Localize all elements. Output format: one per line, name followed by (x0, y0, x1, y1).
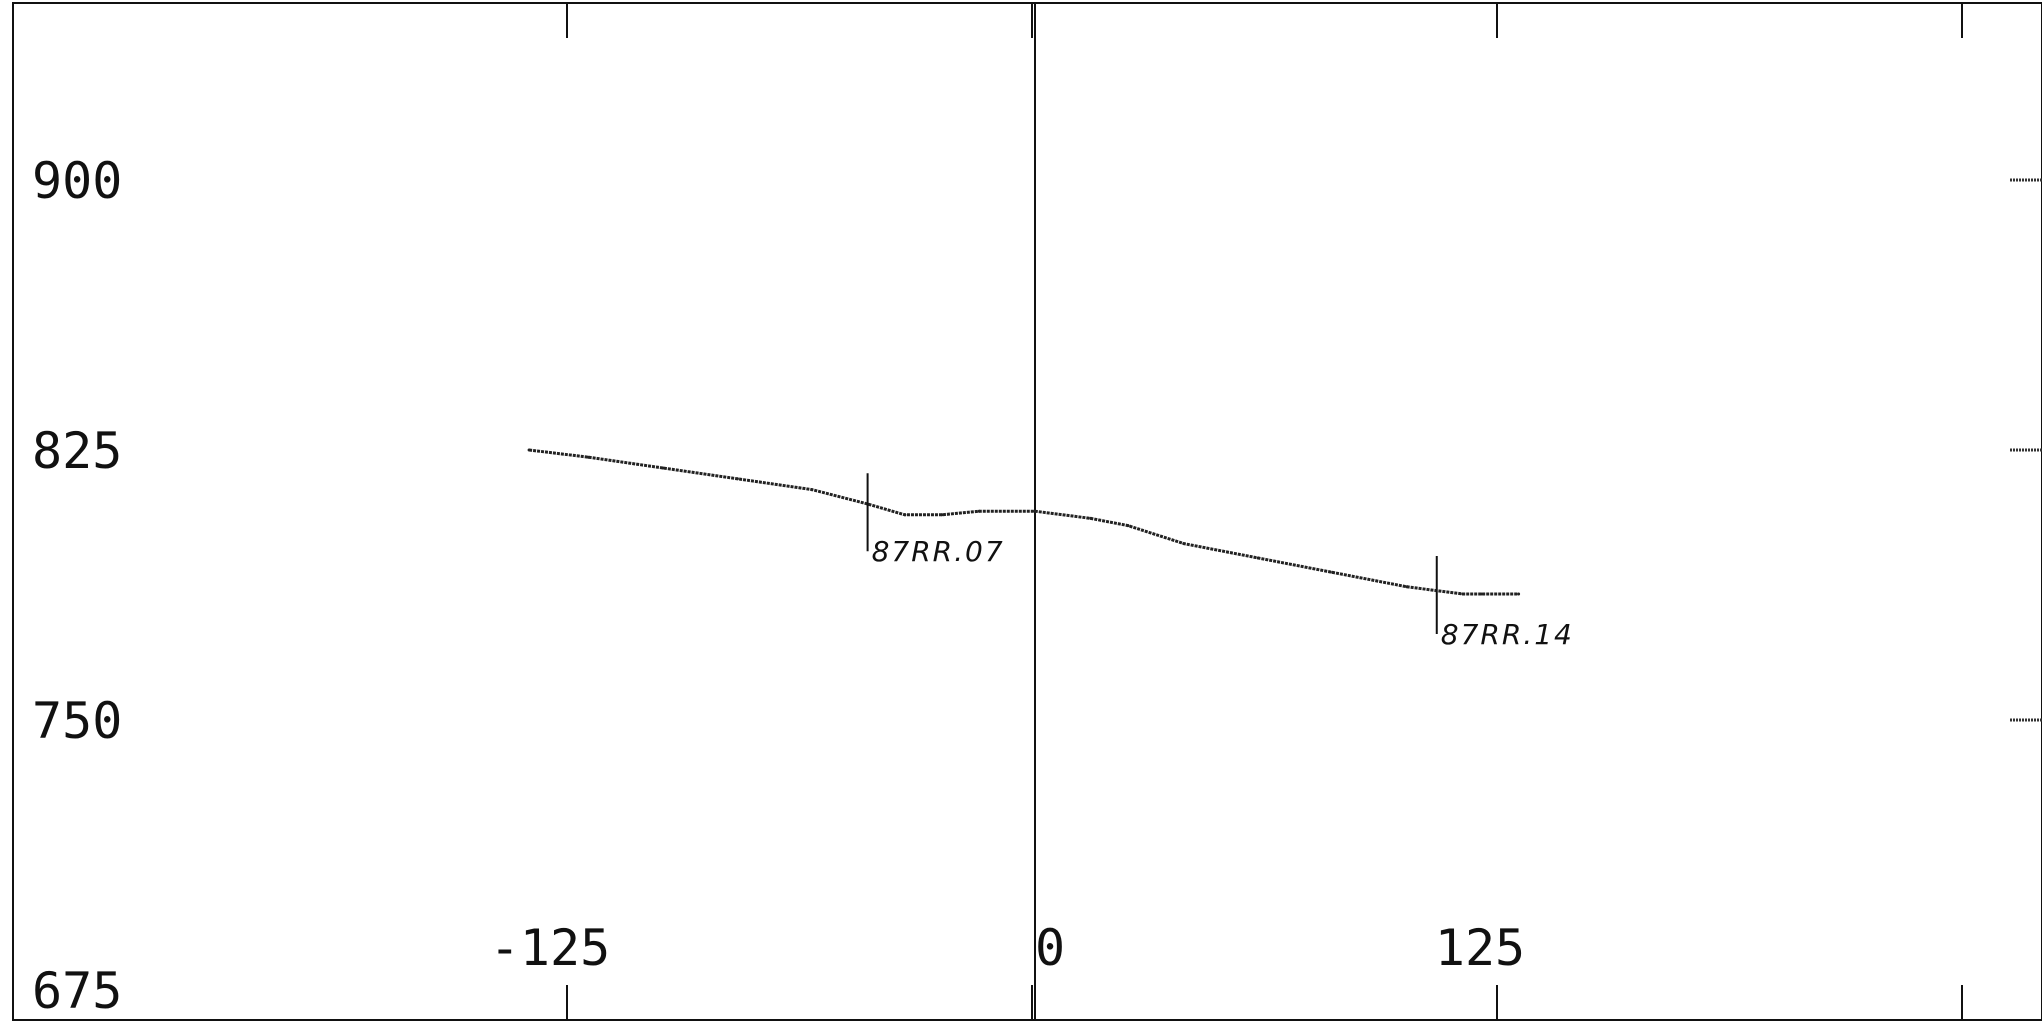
series-point (527, 448, 531, 452)
series-point (1479, 592, 1483, 596)
series-point (1405, 585, 1409, 589)
x-ticks-bottom (566, 985, 1963, 1020)
y-tick-label: 750 (32, 692, 122, 750)
y-tick-label: 675 (32, 962, 122, 1020)
series-point (903, 513, 907, 517)
y-tick-label: 825 (32, 422, 122, 480)
series-point (735, 477, 739, 481)
series-point (940, 513, 944, 517)
annotation-label: 87RR.07 (872, 535, 1005, 568)
series-point (661, 466, 665, 470)
series-point (810, 488, 814, 492)
data-series (527, 448, 1521, 596)
x-tick-label: 125 (1435, 919, 1525, 977)
y-ticks-right (2010, 178, 2042, 722)
series-point (1089, 516, 1093, 520)
annotation-label: 87RR.14 (1441, 618, 1574, 651)
series-line (528, 448, 1519, 596)
series-point (1517, 592, 1521, 596)
series-point (977, 509, 981, 513)
x-tick-labels: -125 0 125 (490, 919, 1525, 977)
series-point (587, 455, 591, 459)
annotations: 87RR.07 87RR.14 (866, 473, 1574, 651)
series-point (1461, 592, 1465, 596)
x-ticks-top (566, 3, 1963, 38)
series-point (1033, 509, 1037, 513)
x-tick-label: 0 (1035, 919, 1065, 977)
y-tick-labels: 900 825 750 675 (32, 152, 122, 1020)
series-point (1182, 542, 1186, 546)
x-tick-label: -125 (490, 919, 610, 977)
y-tick-label: 900 (32, 152, 122, 210)
plot-frame (12, 2, 2042, 1021)
series-point (1331, 570, 1335, 574)
series-point (1256, 556, 1260, 560)
series-point (1126, 524, 1130, 528)
